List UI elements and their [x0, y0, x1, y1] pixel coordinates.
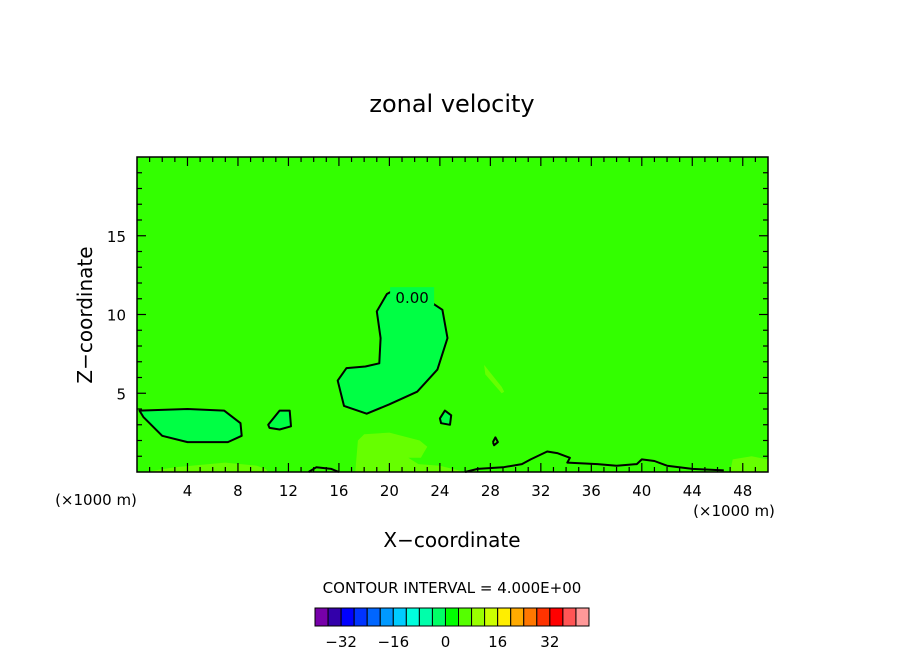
colorbar-swatch	[379, 607, 394, 627]
colorbar-swatch	[340, 607, 355, 627]
contour-interval-label: CONTOUR INTERVAL = 4.000E+00	[323, 579, 582, 597]
colorbar-swatch	[484, 607, 499, 627]
colorbar-swatch	[366, 607, 381, 627]
colorbar-tick-label: 32	[540, 633, 559, 651]
x-tick-label: 48	[733, 482, 752, 500]
colorbar-swatch	[392, 607, 407, 627]
plot-area: 0.00	[136, 156, 769, 473]
colorbar-swatch	[575, 607, 590, 627]
surface-lower-band-region	[355, 432, 466, 472]
contour-line	[308, 466, 340, 473]
x-tick-label: 44	[683, 482, 702, 500]
colorbar-swatch	[353, 607, 368, 627]
colorbar-tick-label: −32	[325, 633, 357, 651]
plot-frame	[136, 156, 769, 473]
colorbar-swatch	[549, 607, 564, 627]
x-units-left: (×1000 m)	[55, 491, 137, 509]
small-cell-11km-region	[267, 409, 292, 431]
surface-right-band-region	[730, 456, 768, 472]
left-low-cell-region	[138, 408, 243, 444]
contour-label-background	[390, 287, 435, 306]
x-tick-label: 12	[279, 482, 298, 500]
contour-line	[464, 450, 724, 473]
colorbar-swatch	[497, 607, 512, 627]
x-tick-label: 8	[233, 482, 243, 500]
colorbar-swatch	[444, 607, 460, 627]
x-tick-label: 36	[582, 482, 601, 500]
y-tick-label: 10	[107, 307, 126, 325]
x-tick-label: 24	[430, 482, 449, 500]
y-tick-label: 5	[116, 385, 126, 403]
small-cell-24km-region	[438, 409, 453, 426]
x-tick-label: 20	[380, 482, 399, 500]
colorbar-swatch	[523, 607, 538, 627]
colorbar-tick-label: 0	[441, 633, 451, 651]
chart-title: zonal velocity	[369, 90, 534, 118]
x-axis-label: X−coordinate	[383, 528, 520, 552]
colorbar-swatch	[471, 607, 486, 627]
colorbar-swatch	[510, 607, 525, 627]
contour-line-label: 0.00	[395, 289, 428, 307]
y-tick-label: 15	[107, 228, 126, 246]
colorbar-swatch	[431, 607, 446, 627]
colorbar-tick-label: −16	[377, 633, 409, 651]
colorbar-swatch	[418, 607, 433, 627]
x-tick-label: 40	[632, 482, 651, 500]
colorbar-swatch	[405, 607, 420, 627]
x-tick-label: 32	[531, 482, 550, 500]
x-units-right: (×1000 m)	[693, 502, 775, 520]
x-tick-label: 16	[329, 482, 348, 500]
colorbar-swatch	[536, 607, 551, 627]
colorbar-swatch	[327, 607, 342, 627]
colorbar	[314, 607, 590, 627]
x-tick-label: 4	[183, 482, 193, 500]
sloped-streak-28km-region	[484, 364, 505, 394]
colorbar-tick-label: 16	[488, 633, 507, 651]
contour-line	[491, 436, 499, 447]
colorbar-swatch	[562, 607, 577, 627]
upper-positive-cell-region	[336, 288, 449, 415]
colorbar-swatch	[458, 607, 473, 627]
colorbar-swatch	[314, 607, 329, 627]
x-tick-label: 28	[481, 482, 500, 500]
y-axis-label: Z−coordinate	[73, 246, 97, 383]
surface-left-band-region	[144, 462, 269, 472]
plot-background	[137, 157, 768, 472]
